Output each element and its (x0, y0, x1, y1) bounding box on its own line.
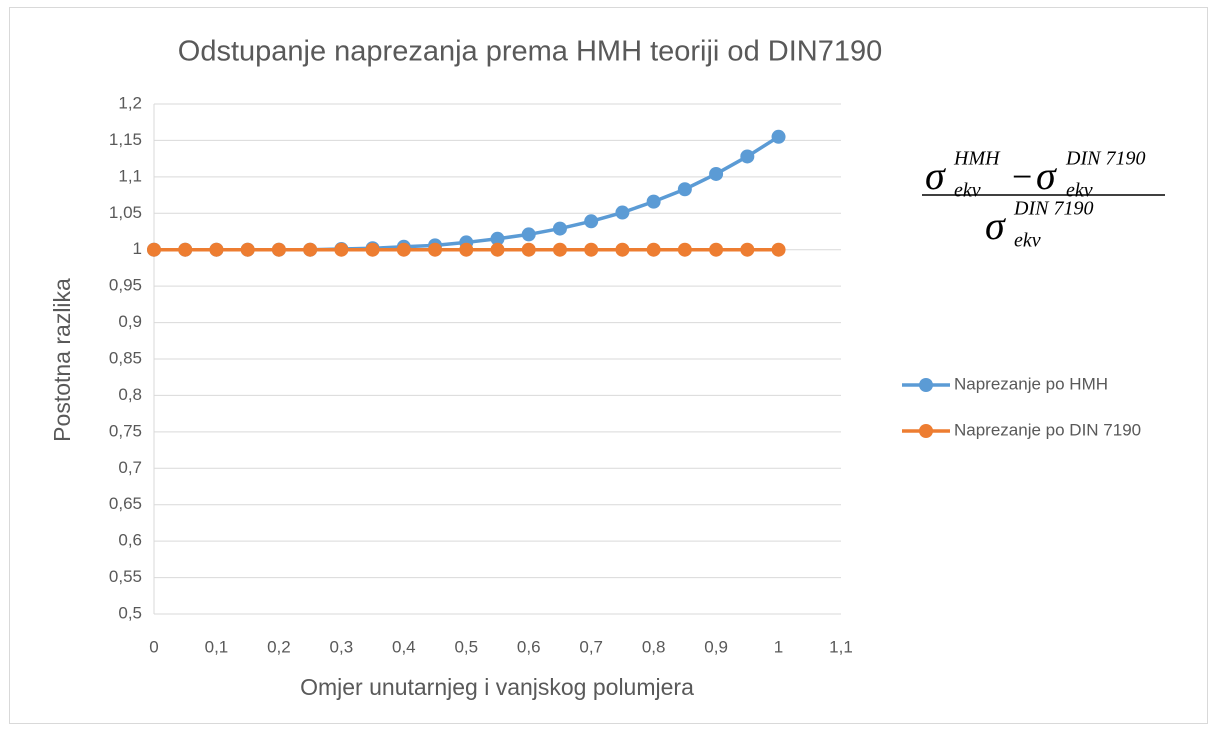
data-point (490, 242, 505, 257)
x-tick-label: 0,5 (454, 637, 478, 656)
x-tick-label: 0,8 (642, 637, 666, 656)
data-point (428, 242, 443, 257)
data-point (365, 242, 380, 257)
data-point (709, 166, 724, 181)
data-point (147, 242, 161, 257)
y-tick-label: 0,85 (109, 348, 142, 367)
data-point (334, 242, 349, 257)
formula-sub: ekv (1066, 180, 1093, 202)
y-tick-label: 1,2 (118, 93, 142, 112)
data-point (584, 242, 599, 257)
data-point (646, 194, 661, 209)
y-tick-label: 1,05 (109, 203, 142, 222)
data-point (615, 242, 630, 257)
data-point (584, 214, 599, 229)
data-point (396, 242, 411, 257)
y-axis-label: Postotna razlika (49, 278, 75, 442)
data-point (178, 242, 193, 257)
data-point (521, 242, 536, 257)
data-point (552, 221, 567, 236)
formula-sup: DIN 7190 (1013, 198, 1093, 220)
y-tick-label: 0,8 (118, 385, 142, 404)
y-tick-label: 0,95 (109, 276, 142, 295)
x-tick-label: 0,2 (267, 637, 291, 656)
y-tick-label: 0,5 (118, 603, 142, 622)
data-point (459, 242, 474, 257)
legend-marker (919, 424, 933, 438)
y-tick-label: 0,75 (109, 421, 142, 440)
x-axis-label: Omjer unutarnjeg i vanjskog polumjera (300, 674, 694, 700)
x-tick-label: 0,7 (579, 637, 603, 656)
chart-border (9, 7, 1208, 724)
legend-label: Naprezanje po DIN 7190 (954, 420, 1141, 439)
x-tick-label: 0,9 (704, 637, 728, 656)
formula-symbol: σ (1036, 153, 1057, 198)
data-point (709, 242, 724, 257)
formula-sub: ekv (1014, 230, 1041, 252)
x-tick-label: 1,1 (829, 637, 853, 656)
x-tick-label: 0,6 (517, 637, 541, 656)
y-tick-label: 0,65 (109, 494, 142, 513)
data-point (677, 242, 692, 257)
formula-sup: HMH (953, 148, 1001, 170)
data-point (240, 242, 255, 257)
data-point (552, 242, 567, 257)
y-tick-label: 1 (133, 239, 142, 258)
legend-marker (919, 378, 933, 392)
chart-title: Odstupanje naprezanja prema HMH teoriji … (178, 36, 882, 68)
data-point (521, 227, 536, 242)
legend-label: Naprezanje po HMH (954, 374, 1108, 393)
y-tick-label: 1,1 (118, 166, 142, 185)
formula-operator: − (1012, 156, 1032, 196)
x-tick-label: 1 (774, 637, 783, 656)
y-tick-label: 0,6 (118, 531, 142, 550)
y-tick-label: 0,55 (109, 567, 142, 586)
y-tick-label: 1,15 (109, 130, 142, 149)
x-tick-label: 0,3 (330, 637, 354, 656)
y-tick-label: 0,9 (118, 312, 142, 331)
formula: σ HMH ekv − σ DIN 7190 ekv σ DIN 7190 ek… (922, 148, 1165, 252)
data-point (490, 231, 505, 246)
x-tick-label: 0,1 (205, 637, 229, 656)
data-point (740, 149, 755, 164)
y-tick-label: 0,7 (118, 458, 142, 477)
data-point (771, 242, 786, 257)
data-point (209, 242, 224, 257)
data-point (677, 182, 692, 197)
data-point (646, 242, 661, 257)
x-tick-label: 0,4 (392, 637, 416, 656)
data-point (771, 129, 786, 144)
formula-sub: ekv (954, 180, 981, 202)
series (147, 242, 786, 257)
x-tick-label: 0 (149, 637, 158, 656)
formula-sup: DIN 7190 (1065, 148, 1145, 170)
formula-symbol: σ (925, 153, 946, 198)
formula-symbol: σ (985, 203, 1006, 248)
data-point (271, 242, 286, 257)
data-point (615, 205, 630, 220)
data-point (740, 242, 755, 257)
data-point (303, 242, 318, 257)
